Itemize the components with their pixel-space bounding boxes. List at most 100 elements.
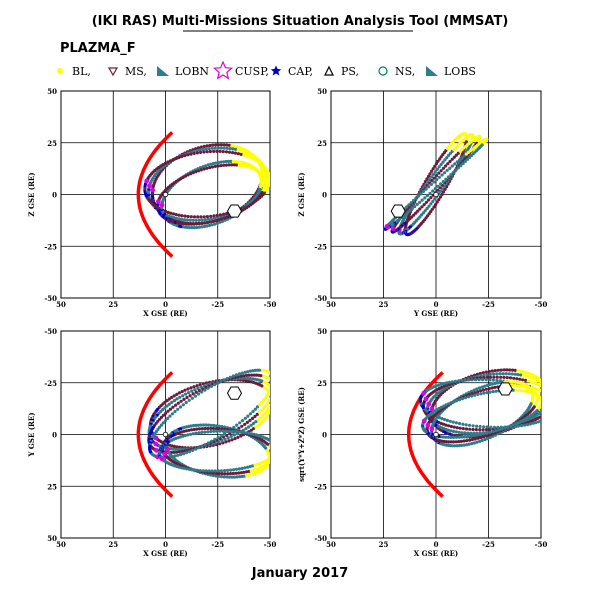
x-tick-label: -50 [535, 540, 548, 549]
orbit-point [425, 206, 429, 211]
orbit-point [201, 469, 205, 473]
orbit-point [444, 164, 448, 168]
orbit-point [441, 435, 445, 439]
cusp-marker [159, 456, 165, 462]
orbit-point [186, 153, 190, 157]
orbit-point [238, 475, 242, 479]
orbit-point [247, 431, 251, 435]
orbit-point [255, 405, 260, 409]
orbit-point [222, 143, 226, 147]
legend-item: CAP, [270, 65, 313, 78]
orbit-point [272, 388, 275, 391]
y-tick-label: -25 [44, 242, 57, 251]
orbit-point [491, 430, 495, 434]
orbit-point [163, 419, 167, 423]
orbit-point [551, 397, 554, 400]
x-tick-label: 50 [56, 300, 66, 309]
x-tick-label: -25 [482, 540, 495, 549]
orbit-point [218, 213, 222, 217]
orbit-point [204, 164, 208, 168]
y-tick-label: 25 [47, 482, 57, 491]
orbit-point [208, 149, 212, 154]
orbit-point [441, 180, 445, 184]
orbit-point [528, 417, 533, 421]
orbit-point [542, 408, 545, 411]
cusp-marker [147, 183, 152, 189]
orbit-point [170, 395, 174, 399]
orbit-point [224, 440, 228, 444]
orbit-point [214, 427, 218, 431]
orbit-point [480, 438, 484, 443]
orbit-point [492, 372, 496, 376]
orbit-point [547, 389, 550, 392]
orbit-point [195, 468, 199, 472]
orbit-point [515, 377, 519, 381]
orbit-point [539, 380, 541, 384]
orbit-point [414, 196, 418, 200]
orbit-point [480, 385, 484, 389]
orbit-point [496, 425, 500, 429]
orbit-point [428, 172, 432, 176]
orbit-point [171, 212, 175, 216]
orbit-point [463, 435, 467, 439]
orbit-point [189, 215, 193, 219]
orbit-point [427, 177, 432, 182]
orbit-point [236, 430, 240, 434]
orbit-point [163, 161, 167, 165]
orbit-point [416, 209, 420, 213]
orbit-point [183, 154, 187, 158]
orbit-point [544, 393, 547, 396]
orbit-point [484, 370, 488, 374]
orbit-point [157, 209, 161, 213]
orbit-point [209, 214, 213, 218]
orbit-point [242, 153, 246, 157]
orbit-point [466, 434, 470, 438]
y-tick-label: 50 [47, 87, 57, 96]
legend: BL, MS, LOBN CUSP, CAP, PS, NS, LOBS [57, 60, 476, 80]
orbit-point [237, 372, 242, 376]
orbit-point [420, 205, 424, 209]
orbit-point [501, 372, 505, 376]
orbit-point [168, 414, 172, 418]
orbit-point [475, 424, 479, 428]
orbit-point [272, 390, 275, 393]
orbit-point [482, 391, 486, 395]
orbit-point [209, 217, 214, 221]
orbit-point [180, 154, 184, 159]
orbit-point [215, 213, 219, 217]
orbit-point [462, 439, 466, 443]
orbit-point [513, 372, 517, 376]
orbit-point [272, 397, 275, 400]
orbit-point [547, 393, 550, 396]
orbit-point [193, 388, 197, 392]
orbit-point [512, 376, 516, 380]
orbit-point [548, 397, 551, 400]
x-axis-label: Y GSE (RE) [413, 309, 458, 318]
orbit-point [171, 405, 175, 409]
orbit-point [219, 146, 223, 150]
orbit-point [445, 156, 449, 160]
orbit-point [445, 418, 449, 422]
orbit-point [200, 390, 204, 394]
orbit-point [443, 187, 447, 191]
orbit-point [518, 369, 523, 373]
orbit-point [429, 196, 433, 200]
orbit-point [485, 434, 489, 438]
orbit-point [405, 232, 409, 237]
orbit-point [538, 388, 541, 392]
orbit-point [174, 450, 179, 454]
orbit-point [224, 163, 228, 167]
orbit-point [271, 380, 274, 383]
orbit-point [454, 153, 458, 157]
orbit-point [516, 373, 520, 377]
x-tick-label: -50 [264, 300, 277, 309]
orbit-point [546, 388, 549, 391]
orbit-point [548, 398, 551, 401]
orbit-point [470, 438, 474, 442]
orbit-point [188, 218, 192, 222]
x-tick-label: -25 [211, 540, 224, 549]
orbit-point [196, 392, 201, 396]
plot-area [406, 368, 554, 498]
orbit-point [187, 467, 191, 471]
orbit-point [455, 426, 459, 430]
